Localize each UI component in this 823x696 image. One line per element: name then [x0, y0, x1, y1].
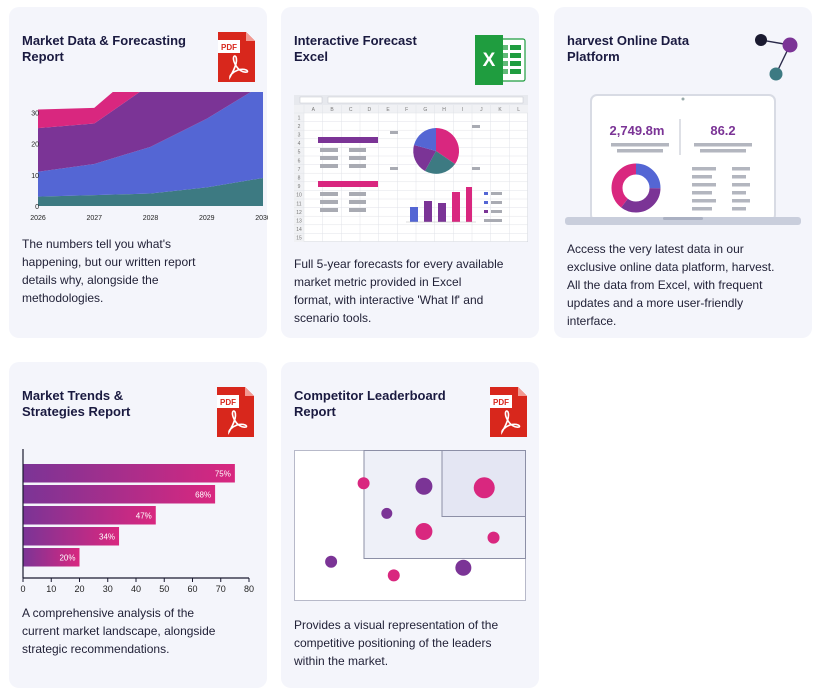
card-title: harvest Online Data Platform [567, 33, 690, 64]
card-market-trends-report[interactable]: Market Trends & Strategies Report PDF 75… [9, 362, 267, 688]
svg-text:PDF: PDF [220, 398, 236, 407]
row-header: 9 [298, 184, 301, 190]
bar-value-label: 20% [59, 553, 75, 562]
column-header: K [498, 107, 502, 113]
area-series-2 [38, 92, 251, 172]
bar-value-label: 47% [136, 511, 152, 520]
x-tick-label: 40 [131, 584, 141, 594]
card-title: Market Trends & Strategies Report [22, 388, 131, 419]
row-header: 11 [296, 201, 301, 207]
y-tick-label: 10 [31, 173, 39, 180]
bar-value-label: 68% [195, 490, 211, 499]
column-header: H [442, 107, 446, 113]
pdf-icon: PDF [218, 32, 255, 82]
column-header: E [386, 107, 390, 113]
stat-value-2: 86.2 [710, 123, 735, 138]
svg-text:PDF: PDF [493, 398, 509, 407]
competitor-point [415, 477, 433, 495]
card-title: Interactive Forecast Excel [294, 33, 417, 64]
column-header: F [405, 107, 408, 113]
row-header: 13 [296, 219, 302, 225]
bar [23, 464, 235, 483]
x-tick-label: 60 [187, 584, 197, 594]
competitor-point [357, 477, 370, 490]
row-header: 8 [298, 176, 301, 182]
column-header: D [368, 107, 372, 113]
column-header: J [480, 107, 483, 113]
row-header: 7 [298, 167, 301, 173]
pdf-icon: PDF [217, 387, 254, 437]
y-tick-label: 30 [31, 111, 39, 118]
row-header: 5 [298, 150, 301, 156]
bar [23, 527, 120, 546]
column-header: L [517, 107, 520, 113]
bar-value-label: 34% [99, 532, 115, 541]
x-tick-label: 2029 [199, 215, 215, 222]
pdf-icon: PDF [490, 387, 527, 437]
row-header: 10 [296, 193, 302, 199]
column-header: B [330, 107, 334, 113]
row-header: 4 [298, 141, 301, 147]
y-tick-label: 0 [35, 204, 39, 211]
row-header: 2 [298, 124, 301, 130]
competitor-point [381, 507, 393, 519]
card-description: Provides a visual representation of the … [294, 618, 499, 668]
competitor-point [455, 559, 472, 576]
competitor-point [325, 555, 338, 568]
card-interactive-excel[interactable]: Interactive Forecast Excel X A B C D E F G H I J K… [281, 7, 539, 338]
card-competitor-leaderboard[interactable]: Competitor Leaderboard Report PDF Provid… [281, 362, 539, 688]
bar [23, 506, 156, 525]
competitor-point [387, 569, 400, 582]
row-header: 3 [298, 133, 301, 139]
x-tick-label: 70 [216, 584, 226, 594]
bar-value-label: 75% [215, 469, 231, 478]
row-header: 12 [296, 210, 302, 216]
svg-text:X: X [483, 50, 496, 71]
x-tick-label: 2026 [30, 215, 46, 222]
network-icon [755, 34, 798, 81]
x-tick-label: 20 [74, 584, 84, 594]
column-header: I [462, 107, 463, 113]
y-tick-label: 20 [31, 142, 39, 149]
row-header: 14 [296, 227, 302, 233]
svg-text:PDF: PDF [221, 43, 237, 52]
card-title: Market Data & Forecasting Report [22, 33, 186, 64]
x-tick-label: 10 [46, 584, 56, 594]
bar [23, 548, 80, 567]
card-title: Competitor Leaderboard Report [294, 388, 446, 419]
column-header: A [312, 107, 316, 113]
card-description: The numbers tell you what's happening, b… [22, 237, 196, 305]
x-tick-label: 2027 [86, 215, 102, 222]
stat-value-1: 2,749.8m [610, 123, 665, 138]
competitor-point [473, 477, 495, 499]
x-tick-label: 80 [244, 584, 254, 594]
column-header: C [349, 107, 353, 113]
card-description: Full 5-year forecasts for every availabl… [294, 257, 504, 325]
row-header: 6 [298, 158, 301, 164]
x-tick-label: 0 [20, 584, 25, 594]
column-header: G [423, 107, 427, 113]
laptop-illustration: 2,749.8m 86.2 [565, 94, 801, 225]
positioning-scatter-chart [294, 450, 526, 601]
competitor-point [415, 523, 433, 541]
x-tick-label: 30 [103, 584, 113, 594]
area-series-0 [38, 177, 263, 206]
card-description: Access the very latest data in our exclu… [567, 242, 775, 328]
card-market-data-report[interactable]: Market Data & Forecasting Report PDF 0 10… [9, 7, 268, 338]
excel-icon: X [475, 35, 526, 85]
card-harvest-platform[interactable]: harvest Online Data Platform 2,749.8m 86… [554, 7, 812, 338]
bar [23, 485, 216, 504]
row-header: 1 [298, 115, 301, 121]
row-header: 15 [296, 236, 302, 242]
card-description: A comprehensive analysis of the current … [22, 606, 216, 656]
x-tick-label: 50 [159, 584, 169, 594]
area-series-1 [38, 92, 263, 197]
horizontal-bar-chart: 75% 68% 47% 34% 20% 0 10 20 30 40 50 60 70 80 [20, 449, 254, 594]
x-tick-label: 2028 [143, 215, 159, 222]
competitor-point [487, 531, 500, 544]
area-series-3 [38, 92, 140, 129]
